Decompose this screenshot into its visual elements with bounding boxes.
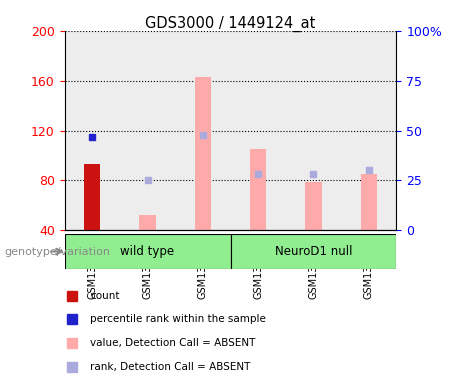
Bar [230, 31, 286, 230]
Bar [230, 234, 396, 269]
Bar [305, 182, 322, 230]
Text: value, Detection Call = ABSENT: value, Detection Call = ABSENT [90, 338, 256, 348]
Bar [250, 149, 266, 230]
Bar [84, 164, 100, 230]
Bar [195, 77, 211, 230]
Text: GDS3000 / 1449124_at: GDS3000 / 1449124_at [145, 15, 316, 31]
Text: genotype/variation: genotype/variation [5, 247, 111, 257]
Text: rank, Detection Call = ABSENT: rank, Detection Call = ABSENT [90, 362, 251, 372]
Bar [120, 31, 175, 230]
Text: wild type: wild type [120, 245, 175, 258]
Bar [139, 215, 156, 230]
Bar [341, 31, 396, 230]
Text: percentile rank within the sample: percentile rank within the sample [90, 314, 266, 324]
Bar [286, 31, 341, 230]
Bar [361, 174, 377, 230]
Text: count: count [90, 291, 120, 301]
Bar [65, 234, 230, 269]
Text: NeuroD1 null: NeuroD1 null [275, 245, 352, 258]
Bar [65, 31, 120, 230]
Bar [175, 31, 230, 230]
